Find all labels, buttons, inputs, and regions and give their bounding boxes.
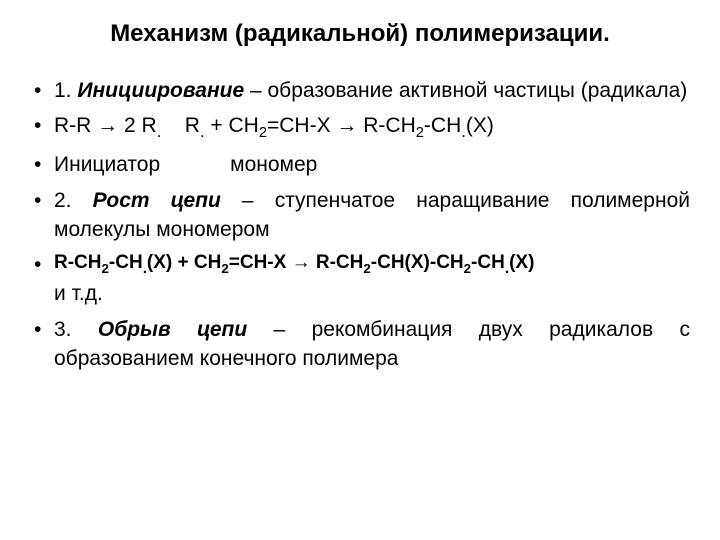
reaction1-s1: 2 bbox=[259, 126, 267, 142]
reaction2-bold: R-CH2-CH.(X) + CH2=CH-X → R-CH2-CH(X)-CH… bbox=[54, 252, 534, 273]
reaction1-p3: + CH bbox=[205, 114, 259, 137]
growth-item: 2. Рост цепи – ступенчатое наращивание п… bbox=[30, 186, 690, 245]
initiator-label-item: Инициатор мономер bbox=[30, 150, 690, 179]
reaction2-s3: 2 bbox=[363, 261, 370, 276]
reaction2-p7: (X) bbox=[509, 252, 534, 273]
reaction1-p5: -CH bbox=[424, 114, 461, 137]
initiation-suffix: – образование активной частицы (радикала… bbox=[244, 79, 687, 102]
reaction1-s2: 2 bbox=[416, 126, 424, 142]
content-list: 1. Инициирование – образование активной … bbox=[30, 76, 690, 374]
reaction2-s1: 2 bbox=[102, 261, 109, 276]
reaction1-sp bbox=[161, 114, 184, 137]
reaction2-p2: -CH bbox=[109, 252, 143, 273]
termination-prefix: 3. bbox=[54, 318, 98, 341]
initiation-prefix: 1. bbox=[54, 79, 77, 102]
initiation-term: Инициирование bbox=[77, 79, 244, 102]
reaction2-s4: 2 bbox=[464, 261, 471, 276]
reaction2-s2: 2 bbox=[221, 261, 228, 276]
growth-prefix: 2. bbox=[54, 189, 93, 212]
reaction2-p1: R-CH bbox=[54, 252, 102, 273]
termination-item: 3. Обрыв цепи – рекомбинация двух радика… bbox=[30, 315, 690, 374]
reaction1-p2: R bbox=[185, 114, 200, 137]
initiation-item: 1. Инициирование – образование активной … bbox=[30, 76, 690, 105]
reaction2-p4: =CH-X → R-CH bbox=[229, 252, 364, 273]
reaction2-item: R-CH2-CH.(X) + CH2=CH-X → R-CH2-CH(X)-CH… bbox=[30, 250, 690, 309]
reaction1-p1: R-R → 2 R bbox=[54, 114, 157, 137]
reaction1-p6: (X) bbox=[466, 114, 494, 137]
reaction2-p3: (X) + CH bbox=[147, 252, 221, 273]
reaction2-p6: -CH bbox=[471, 252, 505, 273]
growth-term: Рост цепи bbox=[93, 189, 221, 212]
reaction2-suffix: и т.д. bbox=[54, 282, 103, 305]
initiator-label: Инициатор мономер bbox=[54, 153, 317, 176]
reaction1-p4: =CH-X → R-CH bbox=[267, 114, 416, 137]
reaction2-p5: -CH(X)-CH bbox=[371, 252, 464, 273]
reaction1-item: R-R → 2 R. R. + CH2=CH-X → R-CH2-CH.(X) bbox=[30, 111, 690, 144]
termination-term: Обрыв цепи bbox=[98, 318, 247, 341]
slide-title: Механизм (радикальной) полимеризации. bbox=[30, 20, 690, 48]
